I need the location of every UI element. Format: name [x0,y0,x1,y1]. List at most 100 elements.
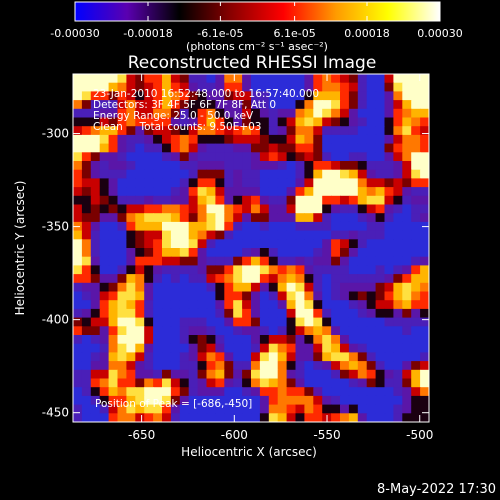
heatmap-cell [162,317,172,327]
heatmap-cell [384,369,394,380]
heatmap-cell [90,195,101,206]
heatmap-cell [126,248,136,258]
heatmap-cell [81,308,92,319]
heatmap-cell [286,274,297,284]
heatmap-cell [242,361,252,371]
heatmap-cell [197,178,208,188]
heatmap-cell [357,335,368,345]
heatmap-cell [206,108,216,119]
heatmap-cell [242,239,252,249]
heatmap-cell [304,91,314,101]
heatmap-cell [251,395,261,406]
heatmap-cell [420,326,429,336]
heatmap-cell [393,117,403,127]
heatmap-cell [224,256,234,266]
heatmap-cell [322,395,332,406]
heatmap-cell [340,221,350,232]
heatmap-cell [224,317,234,327]
heatmap-cell [179,100,190,110]
heatmap-cell [251,404,261,414]
heatmap-cell [215,195,225,206]
heatmap-cell [224,195,234,206]
heatmap-cell [233,213,243,223]
heatmap-cell [313,378,323,388]
heatmap-cell [402,74,412,84]
heatmap-cell [153,300,163,310]
heatmap-cell [322,326,332,336]
heatmap-cell [340,387,350,397]
heatmap-cell [81,91,92,101]
heatmap-cell [348,161,359,171]
heatmap-cell [126,256,136,266]
heatmap-cell [197,187,208,197]
heatmap-cell [179,108,190,119]
heatmap-cell [268,82,279,92]
heatmap-cell [357,308,368,319]
heatmap-cell [411,134,421,145]
heatmap-cell [268,91,279,101]
heatmap-cell [313,248,323,258]
heatmap-cell [313,204,323,214]
heatmap-cell [153,74,163,84]
heatmap-cell [188,369,199,380]
heatmap-cell [402,248,412,258]
heatmap-cell [170,317,181,327]
heatmap-cell [348,378,359,388]
heatmap-cell [224,274,234,284]
heatmap-cell [170,274,181,284]
heatmap-cell [313,143,323,153]
heatmap-cell [277,134,288,145]
heatmap-cell [348,91,359,101]
heatmap-cell [170,395,181,406]
heatmap-cell [357,108,368,119]
heatmap-cell [420,291,429,301]
heatmap-cell [242,108,252,119]
heatmap-cell [286,300,297,310]
heatmap-cell [153,387,163,397]
heatmap-cell [135,274,145,284]
heatmap-cell [81,378,92,388]
heatmap-cell [357,178,368,188]
heatmap-cell [322,161,332,171]
heatmap-cell [393,265,403,275]
heatmap-cell [251,248,261,258]
heatmap-cell [313,395,323,406]
heatmap-cell [411,352,421,362]
heatmap-cell [420,161,429,171]
heatmap-cell [215,161,225,171]
heatmap-cell [277,335,288,345]
heatmap-cell [277,100,288,110]
heatmap-cell [313,152,323,162]
heatmap-cell [402,282,412,293]
heatmap-cell [348,248,359,258]
heatmap-cell [340,74,350,84]
heatmap-cell [251,221,261,232]
heatmap-cell [90,317,101,327]
heatmap-cell [251,204,261,214]
heatmap-cell [117,134,127,145]
heatmap-cell [81,239,92,249]
heatmap-cell [402,352,412,362]
heatmap-cell [90,91,101,101]
info-line-clean: Clean Total counts: 9.50E+03 [93,121,262,133]
heatmap-cell [242,256,252,266]
heatmap-cell [224,413,234,422]
heatmap-cell [322,91,332,101]
heatmap-cell [162,213,172,223]
heatmap-cell [268,169,279,179]
heatmap-cell [340,361,350,371]
heatmap-cell [304,317,314,327]
heatmap-cell [153,361,163,371]
heatmap-cell [144,282,154,293]
heatmap-cell [331,256,341,266]
heatmap-cell [420,82,429,92]
heatmap-cell [206,282,216,293]
heatmap-cell [206,291,216,301]
heatmap-cell [357,387,368,397]
heatmap-cell [402,230,412,240]
heatmap-cell [117,100,127,110]
heatmap-cell [108,335,119,345]
heatmap-cell [99,143,110,153]
heatmap-cell [268,282,279,293]
heatmap-cell [286,91,297,101]
